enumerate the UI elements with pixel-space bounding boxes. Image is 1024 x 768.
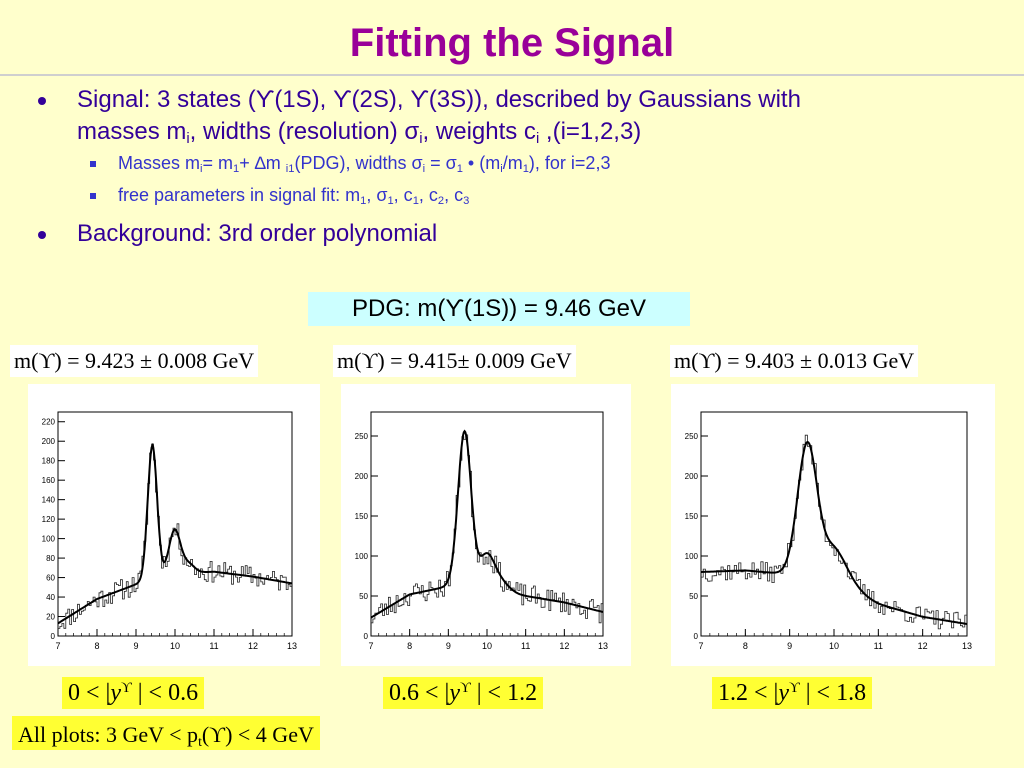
y-tick-label: 100 [355,552,369,561]
y-tick-label: 80 [46,554,55,563]
y-tick-label: 200 [355,472,369,481]
x-tick-label: 7 [55,641,60,651]
y-tick-label: 160 [42,476,56,485]
x-tick-label: 13 [962,641,972,651]
fit-curve [701,440,968,625]
y-tick-label: 50 [359,592,368,601]
y-tick-label: 0 [364,632,369,641]
histogram-chart-3: 7 8 9 10 11 12 13 0 50 100 150 200 250 [685,411,972,651]
mass-label-1: m(ϒ) = 9.423 ± 0.008 GeV [10,345,259,377]
y-tick-label: 150 [355,512,369,521]
x-tick-label: 9 [787,641,792,651]
x-tick-label: 7 [698,641,703,651]
pdg-mass-box: PDG: m(ϒ(1S)) = 9.46 GeV [308,292,690,326]
histogram-panel-1: 7 8 9 10 11 12 13 0 20 40 60 80 100 120 140 160 180 200 22… [28,384,320,666]
y-tick-label: 220 [42,418,56,427]
y-tick-label: 50 [689,592,698,601]
slide-title: Fitting the Signal [0,0,1024,74]
rapidity-range-3: 1.2 < |yϒ | < 1.8 [712,677,873,709]
data-histogram [58,443,292,629]
y-tick-label: 0 [694,632,699,641]
y-tick-label: 100 [42,535,56,544]
y-tick-label: 200 [42,437,56,446]
x-tick-label: 10 [829,641,839,651]
x-tick-label: 10 [170,641,180,651]
y-tick-label: 40 [46,593,55,602]
x-tick-label: 13 [287,641,297,651]
mass-label-3: m(ϒ) = 9.403 ± 0.013 GeV [670,345,919,377]
histogram-chart-2: 7 8 9 10 11 12 13 0 50 100 150 200 250 [355,411,608,651]
data-histogram [701,434,967,630]
y-tick-label: 140 [42,496,56,505]
square-bullet-icon [90,193,96,199]
y-tick-label: 0 [51,632,56,641]
y-tick-label: 60 [46,574,55,583]
subbullet-masses-text: Masses mi= m1+ ∆m i1(PDG), widths σi = σ… [118,153,611,176]
x-tick-label: 13 [598,641,608,651]
bullet-dot-icon [38,97,46,105]
y-tick-label: 250 [685,432,699,441]
title-divider [0,74,1024,76]
y-tick-label: 250 [355,432,369,441]
rapidity-range-1: 0 < |yϒ | < 0.6 [62,677,205,709]
bullet-signal-line1: Signal: 3 states (ϒ(1S), ϒ(2S), ϒ(3S)), … [77,86,801,113]
x-tick-label: 12 [918,641,928,651]
y-tick-label: 20 [46,613,55,622]
all-plots-caption: All plots: 3 GeV < pt(ϒ) < 4 GeV [12,716,320,750]
x-tick-label: 8 [94,641,99,651]
histogram-chart-1: 7 8 9 10 11 12 13 0 20 40 60 80 100 120 140 160 180 200 22… [42,411,297,651]
bullet-background-text: Background: 3rd order polynomial [77,220,438,247]
x-tick-label: 9 [133,641,138,651]
x-tick-label: 8 [407,641,412,651]
x-tick-label: 9 [446,641,451,651]
subbullet-free-params-text: free parameters in signal fit: m1, σ1, c… [118,185,470,208]
x-tick-label: 11 [209,641,218,651]
rapidity-range-2: 0.6 < |yϒ | < 1.2 [383,677,544,709]
fit-curve [370,429,604,619]
bullet-dot-icon [38,231,46,239]
y-tick-label: 120 [42,515,56,524]
y-tick-label: 150 [685,512,699,521]
mass-label-2: m(ϒ) = 9.415± 0.009 GeV [333,345,576,377]
x-tick-label: 11 [874,641,883,651]
x-tick-label: 12 [248,641,258,651]
data-histogram [371,434,603,624]
y-tick-label: 180 [42,457,56,466]
x-tick-label: 12 [559,641,569,651]
histogram-panel-2: 7 8 9 10 11 12 13 0 50 100 150 200 250 [341,384,631,666]
y-tick-label: 200 [685,472,699,481]
x-tick-label: 8 [743,641,748,651]
x-tick-label: 7 [368,641,373,651]
x-tick-label: 10 [482,641,492,651]
square-bullet-icon [90,161,96,167]
x-tick-label: 11 [521,641,530,651]
fit-curve [57,443,293,625]
histogram-panel-3: 7 8 9 10 11 12 13 0 50 100 150 200 250 [671,384,995,666]
plot-frame [700,411,968,637]
y-tick-label: 100 [685,552,699,561]
bullet-signal-line2: masses mi, widths (resolution) σi, weigh… [77,118,642,148]
